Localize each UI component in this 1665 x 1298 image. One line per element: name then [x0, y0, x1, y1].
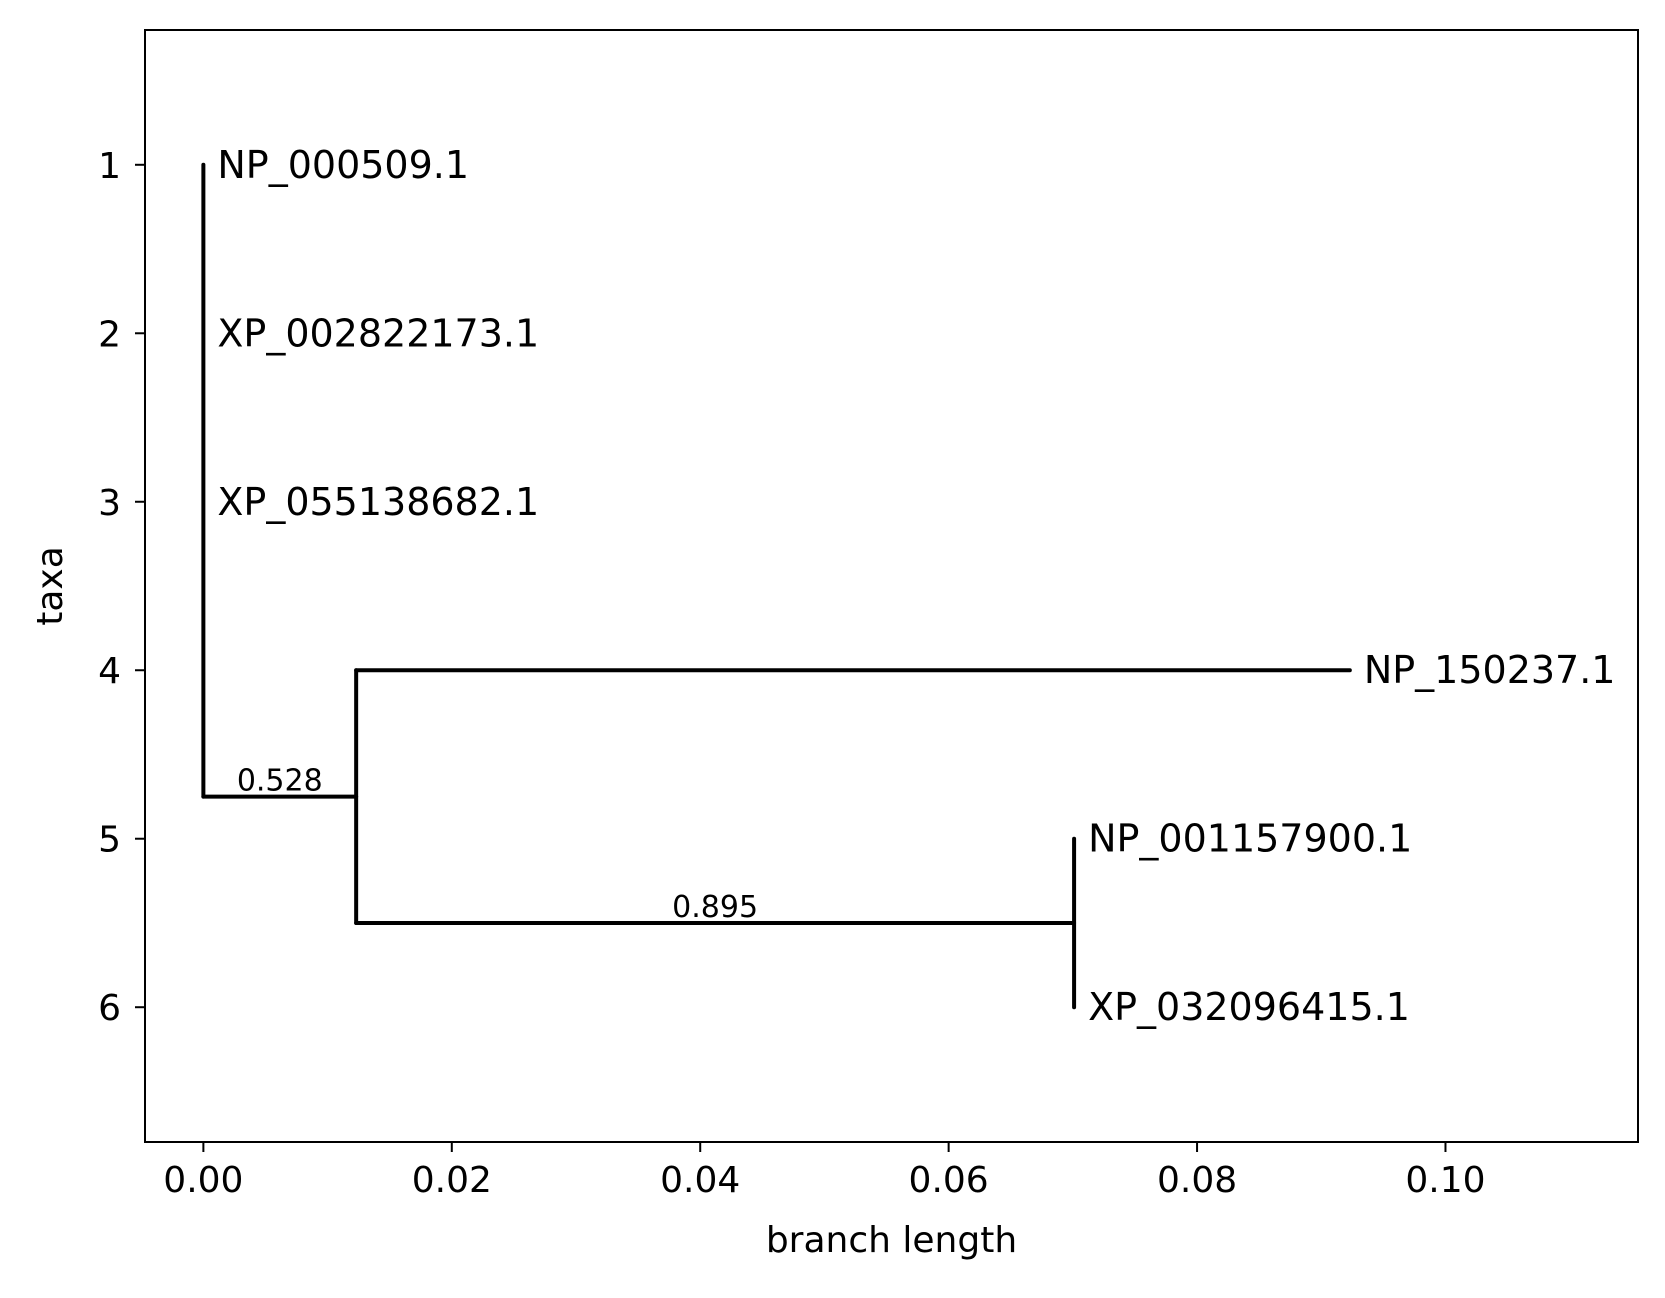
- support-value-label: 0.895: [672, 890, 758, 925]
- taxon-label: NP_001157900.1: [1088, 817, 1412, 861]
- plot-frame: [144, 29, 1639, 1143]
- x-tick-label: 0.00: [163, 1160, 243, 1201]
- y-tick-label: 6: [98, 988, 121, 1029]
- taxon-label: XP_055138682.1: [217, 480, 539, 524]
- y-tick-label: 5: [98, 820, 121, 861]
- x-tick-label: 0.06: [909, 1160, 989, 1201]
- taxon-label: XP_032096415.1: [1088, 985, 1410, 1029]
- x-axis: 0.00 0.02 0.04 0.06 0.08 0.10: [163, 1142, 1486, 1201]
- x-tick-label: 0.04: [660, 1160, 740, 1201]
- support-value-label: 0.528: [237, 764, 323, 799]
- x-axis-label: branch length: [766, 1220, 1017, 1261]
- taxon-label: NP_150237.1: [1364, 648, 1616, 692]
- x-tick-label: 0.08: [1157, 1160, 1237, 1201]
- y-tick-label: 4: [98, 651, 121, 692]
- plot-area: NP_000509.1 XP_002822173.1 XP_055138682.1 N…: [201, 143, 1616, 1029]
- y-tick-label: 3: [98, 483, 121, 524]
- y-axis-label: taxa: [30, 546, 71, 626]
- taxon-label: XP_002822173.1: [217, 311, 539, 355]
- y-tick-label: 1: [98, 146, 121, 187]
- y-tick-label: 2: [98, 314, 121, 355]
- x-tick-label: 0.02: [412, 1160, 492, 1201]
- taxon-label: NP_000509.1: [217, 143, 469, 187]
- y-axis: 1 2 3 4 5 6: [98, 146, 145, 1029]
- x-tick-label: 0.10: [1405, 1160, 1485, 1201]
